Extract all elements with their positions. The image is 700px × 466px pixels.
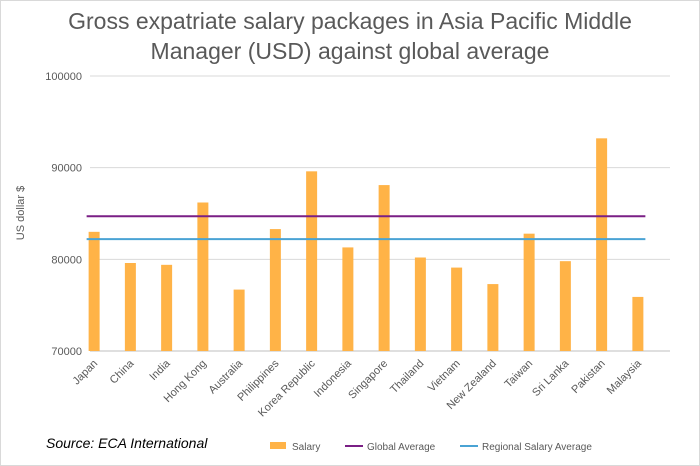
x-tick-label: China [108,357,137,386]
legend-label: Regional Salary Average [482,442,592,453]
bar-taiwan [523,233,535,351]
bar-vietnam [451,267,463,351]
bar-thailand [414,257,426,351]
x-tick-label: India [147,357,173,383]
bar-new-zealand [487,284,499,351]
x-tick-label: Vietnam [426,358,463,395]
source-note: Source: ECA International [46,435,208,451]
legend-label: Global Average [367,442,436,453]
x-tick-label: Sri Lanka [530,357,572,399]
legend-label: Salary [292,442,320,453]
bar-pakistan [596,138,608,351]
chart-title: Gross expatriate salary packages in Asia… [68,8,632,64]
y-axis-label: US dollar $ [15,186,27,240]
legend-swatch-salary [270,442,286,449]
x-tick-label: Japan [71,358,101,388]
x-tick-label: Singapore [346,358,390,402]
bar-hong-kong [197,202,209,351]
bar-philippines [269,229,281,351]
y-tick-label: 70000 [51,346,82,358]
x-tick-label: Malaysia [605,357,645,397]
average-lines [86,215,646,241]
y-tick-label: 80000 [51,254,82,266]
x-tick-label: Thailand [388,358,426,396]
legend: Salary Global Average Regional Salary Aver… [270,442,592,453]
x-tick-label: Taiwan [503,358,536,391]
bar-singapore [378,185,390,351]
y-tick-labels: 70000 80000 90000 100000 [45,71,82,358]
bar-australia [233,289,245,351]
bar-malaysia [632,296,644,351]
y-tick-label: 90000 [51,163,82,175]
bar-china [124,263,136,351]
x-tick-label: Pakistan [569,358,607,396]
bar-india [161,264,173,351]
bar-korea-republic [306,171,318,351]
bars [88,138,644,351]
bar-japan [88,231,100,351]
y-tick-label: 100000 [45,71,82,83]
bar-sri-lanka [559,261,571,351]
bar-indonesia [342,247,354,351]
